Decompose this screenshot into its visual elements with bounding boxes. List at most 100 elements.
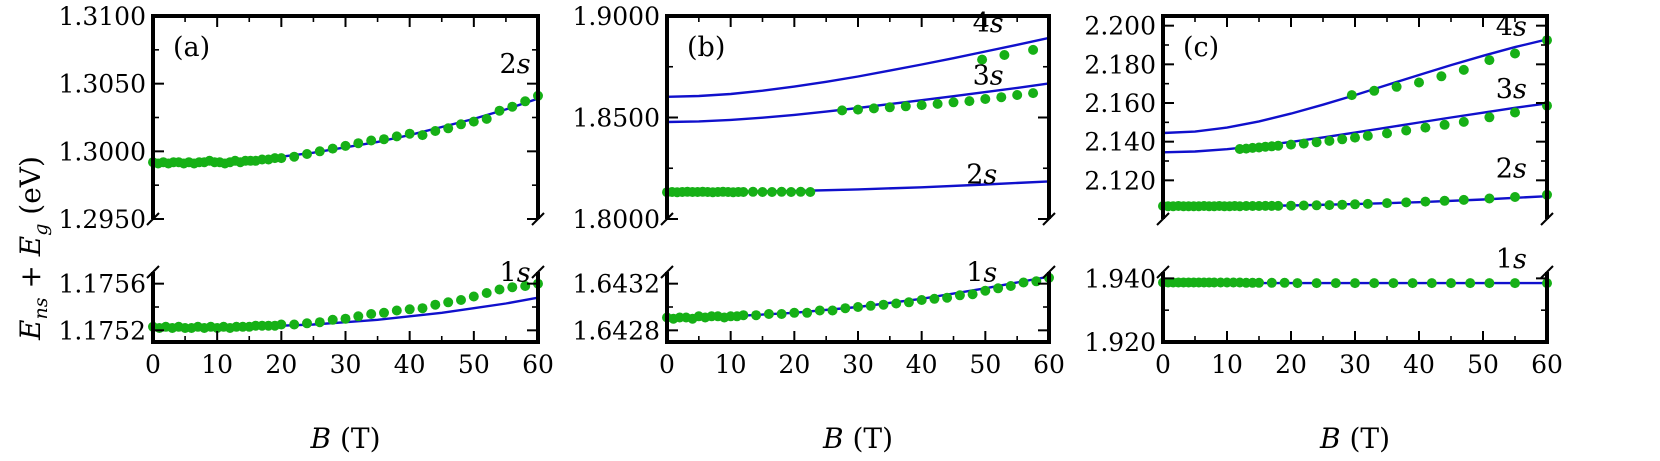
- axis-break-mark: [1042, 265, 1056, 279]
- data-point-3s: [996, 92, 1007, 103]
- data-point-4s: [1391, 81, 1402, 92]
- theory-curve-4s: [667, 36, 1049, 98]
- data-point-1s: [404, 304, 415, 315]
- y-tick-label: 1.940: [1084, 264, 1156, 293]
- data-point-2s: [1439, 195, 1450, 206]
- data-point-4s: [1414, 77, 1424, 88]
- data-point-2s: [1458, 194, 1469, 205]
- data-point-4s: [1458, 64, 1469, 75]
- data-point-3s: [837, 105, 848, 116]
- curve-label-1s: 1s: [1496, 244, 1527, 275]
- data-point-2s: [520, 96, 531, 107]
- theory-curve-2s: [153, 97, 538, 164]
- curve-label-4s: 4s: [973, 8, 1004, 39]
- data-point-1s: [1465, 278, 1476, 289]
- data-point-3s: [884, 102, 895, 113]
- x-tick-label: 50: [1467, 350, 1499, 379]
- data-point-4s: [977, 54, 988, 65]
- data-point-1s: [481, 288, 492, 298]
- data-point-3s: [1324, 135, 1335, 146]
- x-tick-label: 0: [145, 350, 161, 379]
- x-tick-label: 0: [1155, 350, 1171, 379]
- y-tick-label: 1.3100: [59, 2, 146, 31]
- data-point-1s: [1330, 278, 1341, 289]
- data-point-1s: [1484, 278, 1495, 289]
- data-point-1s: [916, 295, 927, 305]
- data-point-2s: [1362, 198, 1373, 209]
- data-point-2s: [757, 187, 768, 197]
- data-point-3s: [1012, 90, 1023, 100]
- data-point-1s: [789, 307, 800, 318]
- data-point-1s: [802, 307, 813, 318]
- data-point-1s: [814, 305, 825, 316]
- x-tick-label: 20: [778, 350, 810, 379]
- y-tick-label: 2.160: [1084, 89, 1156, 118]
- data-point-1s: [1266, 277, 1277, 288]
- upper-subplot: 2s 1.2950 1.3000 1.3050 1.3100: [59, 2, 545, 234]
- data-point-2s: [805, 187, 816, 197]
- axis-break-mark: [146, 265, 160, 279]
- curve-label-4s: 4s: [1496, 11, 1527, 42]
- y-tick-label: 1.2950: [59, 205, 146, 234]
- data-point-1s: [430, 299, 441, 310]
- x-tick-label: 10: [715, 350, 747, 379]
- data-point-2s: [1401, 197, 1412, 208]
- y-tick-label: 1.8500: [573, 104, 660, 133]
- data-point-1s: [853, 302, 863, 312]
- data-point-1s: [1254, 277, 1264, 288]
- data-point-2s: [391, 131, 402, 142]
- data-point-1s: [942, 292, 953, 303]
- data-point-1s: [1005, 281, 1016, 291]
- y-tick-label: 1.1752: [59, 316, 146, 345]
- data-point-3s: [1311, 137, 1322, 148]
- x-axis-title: B (T): [822, 422, 893, 455]
- axis-break-mark: [660, 265, 674, 279]
- y-tick-label: 1.3050: [59, 70, 146, 99]
- panel-label: (a): [173, 32, 210, 63]
- x-tick-label: 30: [842, 350, 874, 379]
- data-point-1s: [1292, 278, 1303, 289]
- data-point-3s: [900, 101, 911, 112]
- data-point-4s: [1028, 44, 1039, 55]
- data-point-3s: [964, 96, 975, 107]
- data-point-1s: [417, 303, 428, 314]
- data-point-3s: [1439, 119, 1450, 130]
- data-point-1s: [763, 309, 774, 319]
- data-point-1s: [840, 303, 851, 314]
- data-point-2s: [1286, 200, 1296, 211]
- curve-label-3s: 3s: [973, 61, 1004, 92]
- data-point-2s: [1324, 200, 1335, 211]
- data-point-1s: [379, 307, 389, 318]
- data-point-2s: [340, 140, 351, 151]
- data-point-2s: [327, 143, 338, 154]
- x-tick-label: 30: [330, 350, 362, 379]
- x-tick-label: 10: [1211, 350, 1243, 379]
- y-tick-label: 1.3000: [59, 137, 146, 166]
- data-point-2s: [1298, 200, 1309, 211]
- data-point-2s: [456, 119, 466, 130]
- data-point-3s: [980, 94, 991, 104]
- data-point-1s: [1446, 278, 1456, 289]
- lower-subplot: 1s 1.6428 1.6432 0 10 20 30 40 50 60: [573, 257, 1065, 379]
- data-point-1s: [878, 299, 889, 310]
- y-axis-title: Ens + Eg (eV): [14, 156, 52, 341]
- data-point-2s: [468, 116, 479, 127]
- data-point-3s: [868, 103, 879, 114]
- data-point-2s: [379, 134, 389, 145]
- data-point-1s: [1311, 278, 1322, 289]
- data-point-2s: [1510, 192, 1520, 202]
- curve-label-2s: 2s: [500, 49, 531, 80]
- data-point-1s: [980, 285, 991, 296]
- data-point-3s: [916, 100, 927, 111]
- y-tick-label: 1.6428: [573, 316, 660, 345]
- data-point-3s: [1401, 125, 1412, 136]
- data-point-2s: [1311, 200, 1322, 211]
- panel-a: 2s 1.2950 1.3000 1.3050 1.3100 1s 1.1752 1.1756…: [59, 2, 554, 455]
- data-point-3s: [1458, 116, 1469, 127]
- data-point-2s: [481, 113, 492, 124]
- data-point-2s: [795, 186, 806, 197]
- axis-break-mark: [1156, 265, 1170, 279]
- axis-break-mark: [1156, 212, 1170, 226]
